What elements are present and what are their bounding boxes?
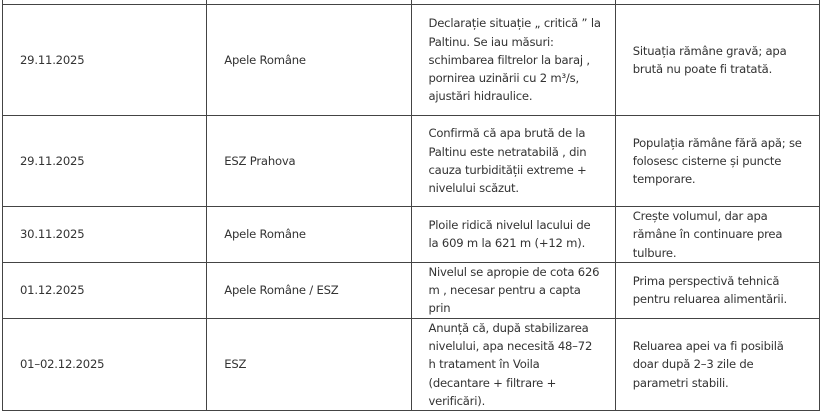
table-row: 29.11.2025 ESZ Prahova Confirmă că apa b… xyxy=(1,115,821,207)
table-row: 01–02.12.2025 ESZ Anunță că, după stabil… xyxy=(1,317,821,412)
action-cell: Ploile ridică nivelul lacului de la 609 … xyxy=(410,206,616,263)
effect-cell: Reluarea apei va fi posibilă doar după 2… xyxy=(614,317,821,412)
effect-cell: Situația rămâne gravă; apa brută nu poat… xyxy=(614,4,821,116)
action-cell: Nivelul se apropie de cota 626 m , neces… xyxy=(410,261,616,319)
action-cell: Declarație situație „ critică ” la Palti… xyxy=(410,4,616,116)
source-cell: Apele Române / ESZ xyxy=(206,261,412,319)
table-row: 29.11.2025 Apele Române Declarație situa… xyxy=(1,4,821,116)
effect-cell: Prima perspectivă tehnică pentru reluare… xyxy=(614,261,821,319)
source-cell: ESZ xyxy=(206,317,412,412)
date-cell: 01.12.2025 xyxy=(1,261,208,319)
date-cell: 29.11.2025 xyxy=(1,115,208,207)
table-row: 30.11.2025 Apele Române Ploile ridică ni… xyxy=(1,206,821,263)
effect-cell: Populația rămâne fără apă; se folosesc c… xyxy=(614,115,821,207)
source-cell: Apele Române xyxy=(206,4,412,116)
effect-cell: Crește volumul, dar apa rămâne în contin… xyxy=(614,206,821,263)
date-cell: 30.11.2025 xyxy=(1,206,208,263)
action-cell: Confirmă că apa brută de la Paltinu este… xyxy=(410,115,616,207)
action-cell: Anunță că, după stabilizarea nivelului, … xyxy=(410,317,616,412)
table-row: 01.12.2025 Apele Române / ESZ Nivelul se… xyxy=(1,261,821,319)
source-cell: Apele Române xyxy=(206,206,412,263)
source-cell: ESZ Prahova xyxy=(206,115,412,207)
date-cell: 01–02.12.2025 xyxy=(1,317,208,412)
date-cell: 29.11.2025 xyxy=(1,4,208,116)
